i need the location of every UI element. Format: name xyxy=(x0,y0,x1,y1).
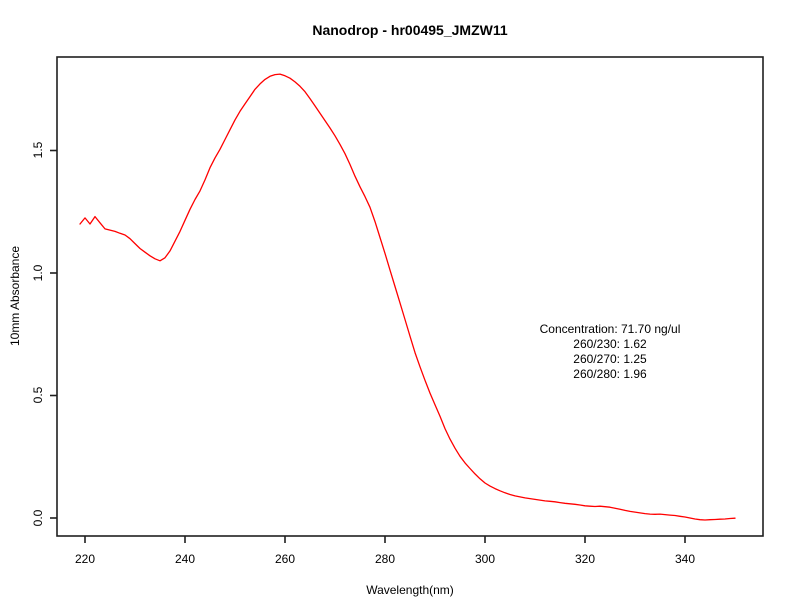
chart-title: Nanodrop - hr00495_JMZW11 xyxy=(312,22,508,38)
x-tick-label: 300 xyxy=(474,552,496,566)
y-tick-label: 0.5 xyxy=(31,386,45,404)
y-axis-label: 10mm Absorbance xyxy=(8,245,22,347)
annotation-ratio-260-270: 260/270: 1.25 xyxy=(573,352,647,366)
x-axis-label: Wavelength(nm) xyxy=(366,583,454,597)
x-tick-label: 220 xyxy=(74,552,96,566)
plot-border xyxy=(56,56,764,537)
y-tick-label: 0.0 xyxy=(31,509,45,527)
measurement-annotation: Concentration: 71.70 ng/ul 260/230: 1.62… xyxy=(540,322,681,382)
y-tick-label: 1.0 xyxy=(31,264,45,282)
x-tick-label: 340 xyxy=(674,552,696,566)
spectrum-line xyxy=(79,73,736,521)
x-tick-label: 260 xyxy=(274,552,296,566)
annotation-ratio-260-230: 260/230: 1.62 xyxy=(573,337,647,351)
y-tick-label: 1.5 xyxy=(31,141,45,159)
annotation-ratio-260-280: 260/280: 1.96 xyxy=(573,367,647,381)
annotation-concentration: Concentration: 71.70 ng/ul xyxy=(539,322,681,336)
x-tick-label: 320 xyxy=(574,552,596,566)
x-tick-label: 280 xyxy=(374,552,396,566)
x-tick-label: 240 xyxy=(174,552,196,566)
